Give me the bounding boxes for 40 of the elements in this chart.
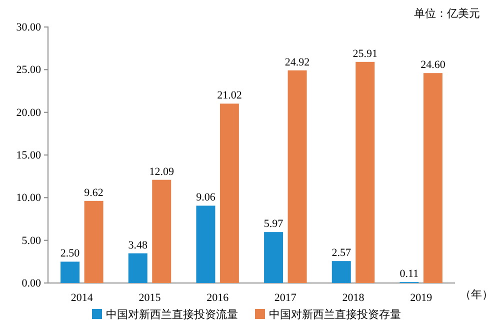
data-label: 24.60: [420, 59, 446, 72]
y-tick-label: 10.00: [16, 192, 42, 204]
bar: [152, 180, 172, 283]
bar: [356, 62, 375, 283]
bar: [332, 261, 351, 283]
bar: [60, 262, 80, 283]
bar: [84, 200, 104, 283]
y-tick-label: 15.00: [16, 150, 42, 162]
data-label: 5.97: [264, 218, 284, 230]
x-tick-label: 2016: [206, 292, 230, 304]
data-label: 9.06: [196, 192, 216, 204]
legend-label: 中国对新西兰直接投资存量: [269, 308, 401, 321]
data-label: 24.92: [284, 56, 310, 68]
bar: [423, 73, 442, 283]
data-label: 0.11: [400, 268, 419, 280]
bar: [196, 206, 216, 283]
legend-label: 中国对新西兰直接投资流量: [106, 308, 238, 321]
data-label: 9.62: [84, 186, 104, 199]
y-tick-label: 5.00: [22, 234, 42, 247]
data-label: 3.48: [128, 239, 148, 252]
x-tick-label: 2017: [274, 292, 297, 304]
y-tick-label: 20.00: [16, 106, 42, 119]
data-label: 2.57: [332, 247, 352, 260]
x-tick-label: 2019: [410, 292, 433, 304]
y-tick-label: 25.00: [16, 64, 42, 76]
y-tick-label: 0.00: [22, 278, 42, 290]
data-label: 12.09: [149, 166, 174, 178]
data-label: 2.50: [60, 248, 80, 260]
text: 单位：亿美元: [414, 7, 480, 20]
y-tick-label: 30.00: [16, 22, 42, 34]
bar: [128, 253, 148, 283]
x-tick-label: 2014: [70, 292, 94, 304]
x-tick-label: 2018: [342, 292, 365, 304]
bar: [264, 232, 284, 283]
bar: [220, 104, 239, 283]
data-label: 25.91: [352, 48, 378, 60]
x-tick-label: 2015: [138, 292, 162, 304]
text: （年）: [460, 289, 492, 301]
bar: [288, 70, 307, 283]
data-label: 21.02: [217, 90, 242, 102]
